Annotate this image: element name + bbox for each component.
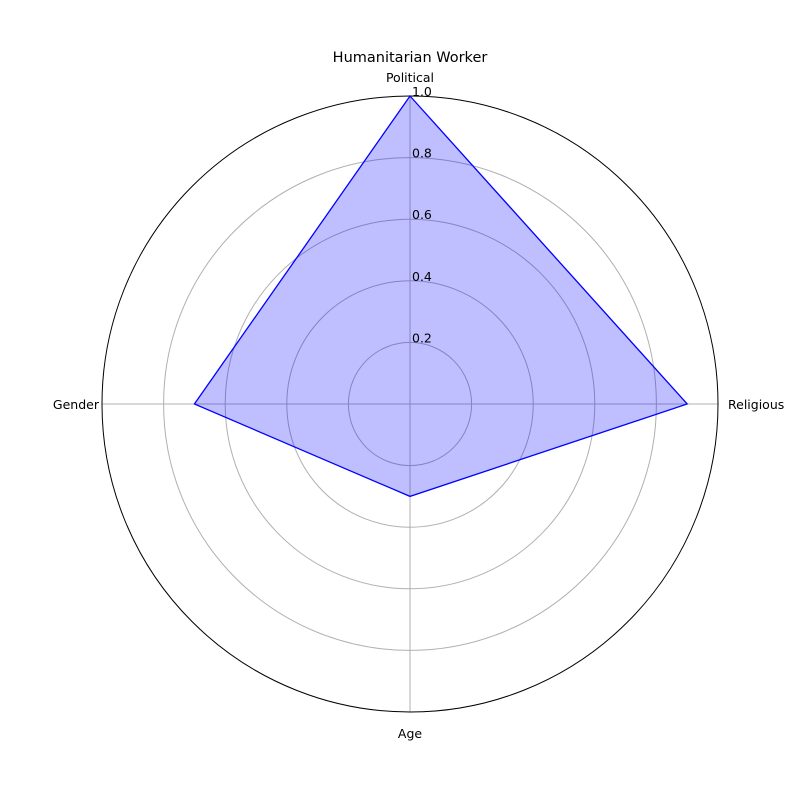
- category-label-political: Political: [386, 70, 434, 85]
- r-tick-label-0: 0.2: [412, 330, 432, 345]
- chart-title: Humanitarian Worker: [333, 50, 488, 66]
- category-label-religious: Religious: [728, 397, 784, 412]
- category-label-age: Age: [398, 726, 422, 741]
- series-line: [193, 94, 689, 498]
- r-tick-label-2: 0.6: [412, 207, 432, 222]
- series-area: [194, 96, 688, 497]
- category-label-gender: Gender: [53, 397, 100, 412]
- r-tick-label-4: 1.0: [412, 84, 432, 99]
- radar-series: [193, 94, 689, 498]
- r-tick-label-3: 0.8: [412, 146, 432, 161]
- r-tick-label-1: 0.4: [412, 269, 432, 284]
